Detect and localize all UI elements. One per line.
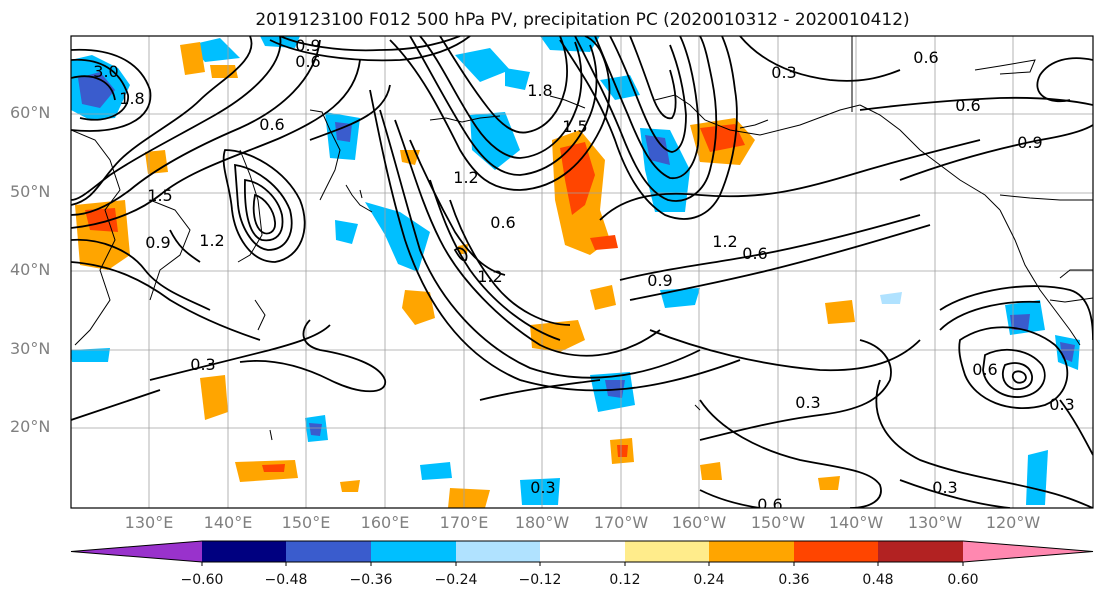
contour-label: 0.6 [955, 96, 980, 115]
contour-label: 0.3 [530, 478, 555, 497]
colorbar-segment [202, 541, 286, 562]
contour-label: 0.6 [295, 52, 320, 71]
contour-label: 0.3 [190, 355, 215, 374]
lat-label-40n: 40°N [10, 260, 51, 279]
colorbar-segment [625, 541, 709, 562]
lon-label-120w: 120°W [985, 513, 1041, 532]
contour-label: 0.3 [771, 63, 796, 82]
lat-label-50n: 50°N [10, 182, 51, 201]
lon-label-180w: 180°W [514, 513, 570, 532]
contour-label: 3.0 [93, 62, 118, 81]
contour-label: 1.2 [453, 168, 478, 187]
lat-label-60n: 60°N [10, 103, 51, 122]
colorbar-tick-label: 0.48 [862, 572, 894, 588]
colorbar-segment [456, 541, 540, 562]
contour-label: 0.6 [490, 213, 515, 232]
contour-label: 0.9 [1017, 133, 1042, 152]
colorbar-tick-label: −0.60 [180, 572, 224, 588]
contour-label: 1.5 [562, 117, 587, 136]
contour-label: 0.3 [932, 478, 957, 497]
colorbar-segment [963, 541, 1093, 562]
colorbar-tick-label: −0.36 [349, 572, 393, 588]
lon-label-170e: 170°E [439, 513, 489, 532]
map-area: 3.0 1.8 0.9 0.6 0.6 0.6 0.9 1.2 0.6 1.5 … [71, 36, 1093, 514]
contour-label: 1.2 [199, 231, 224, 250]
lon-label-140w: 140°W [828, 513, 884, 532]
colorbar-segment [794, 541, 878, 562]
contour-label: 0.9 [647, 271, 672, 290]
lat-label-20n: 20°N [10, 417, 51, 436]
contour-label: 0.6 [757, 495, 782, 514]
colorbar-tick-label: 0.36 [778, 572, 810, 588]
colorbar [70, 540, 1094, 566]
lon-label-170w: 170°W [593, 513, 649, 532]
contour-label: 1.2 [712, 232, 737, 251]
graticule [71, 36, 1093, 508]
colorbar-tick-label: 0.24 [693, 572, 725, 588]
colorbar-tick-label: −0.12 [518, 572, 562, 588]
negative-precip-areas [71, 36, 1080, 505]
colorbar-segment [709, 541, 794, 562]
contour-label: 1.5 [147, 186, 172, 205]
contour-label: 0.6 [913, 48, 938, 67]
contour-label: 1.8 [119, 89, 144, 108]
colorbar-tick-label: −0.48 [264, 572, 308, 588]
colorbar-segment [371, 541, 456, 562]
colorbar-segment [286, 541, 371, 562]
contour-label: 0.3 [1049, 395, 1074, 414]
contour-label: 0.9 [295, 36, 320, 55]
colorbar-segment [878, 541, 963, 562]
positive-precip-areas [75, 42, 855, 508]
pv-contours [71, 36, 1093, 508]
contour-label: 0.6 [259, 115, 284, 134]
colorbar-tick-label: 0.60 [947, 572, 979, 588]
lon-label-160w: 160°W [671, 513, 727, 532]
lon-label-140e: 140°E [203, 513, 253, 532]
map-title: 2019123100 F012 500 hPa PV, precipitatio… [255, 10, 910, 30]
contour-label: 0.9 [145, 233, 170, 252]
contour-label: 1.2 [477, 267, 502, 286]
lon-label-130e: 130°E [124, 513, 174, 532]
lon-label-150w: 150°W [750, 513, 806, 532]
contour-label: 0.6 [972, 360, 997, 379]
contour-label: 1.8 [527, 81, 552, 100]
contour-label: 0.6 [742, 244, 767, 263]
colorbar-segment [540, 541, 625, 562]
lat-label-30n: 30°N [10, 339, 51, 358]
contour-label: 0.3 [795, 393, 820, 412]
contour-labels: 3.0 1.8 0.9 0.6 0.6 0.6 0.9 1.2 0.6 1.5 … [93, 36, 1074, 514]
lon-label-130w: 130°W [907, 513, 963, 532]
lon-label-150e: 150°E [281, 513, 331, 532]
colorbar-segment [71, 541, 202, 562]
lon-label-160e: 160°E [360, 513, 410, 532]
colorbar-tick-label: 0.12 [609, 572, 641, 588]
map-frame [70, 35, 1094, 509]
colorbar-tick-label: −0.24 [434, 572, 478, 588]
